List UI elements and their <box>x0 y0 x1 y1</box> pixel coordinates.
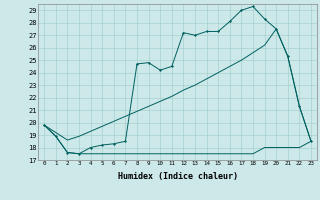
X-axis label: Humidex (Indice chaleur): Humidex (Indice chaleur) <box>118 172 238 181</box>
